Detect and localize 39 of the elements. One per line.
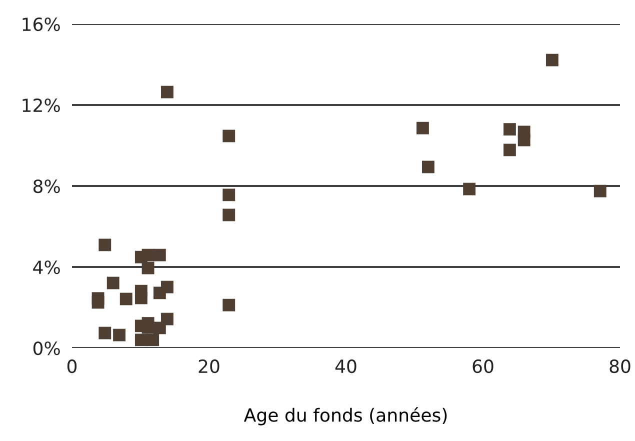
x-tick-label: 80 xyxy=(610,359,630,374)
point xyxy=(594,184,606,198)
point xyxy=(222,130,236,142)
x-tick-label: 40 xyxy=(335,359,356,374)
y-tick-label: 8% xyxy=(33,179,60,194)
point xyxy=(113,328,126,342)
y-tick-label: 4% xyxy=(33,260,60,274)
point xyxy=(518,134,530,146)
point xyxy=(142,262,154,274)
x-tick-label: 20 xyxy=(198,359,220,374)
point xyxy=(463,182,476,196)
point xyxy=(416,122,429,134)
point xyxy=(134,292,148,304)
point xyxy=(161,86,174,98)
point xyxy=(546,54,558,66)
point xyxy=(142,321,154,334)
y-tick-label: 12% xyxy=(22,98,60,112)
point xyxy=(92,296,104,309)
point xyxy=(504,144,516,156)
point xyxy=(142,248,154,262)
x-tick-label: 60 xyxy=(472,359,494,374)
point xyxy=(106,276,120,290)
point xyxy=(120,292,132,306)
point xyxy=(146,334,160,346)
x-tick-label: 0 xyxy=(67,359,77,374)
y-tick-label: 0% xyxy=(33,341,60,356)
point xyxy=(98,238,112,252)
point xyxy=(422,160,434,174)
y-tick-label: 16% xyxy=(22,17,60,32)
point xyxy=(153,322,166,334)
point xyxy=(134,334,148,346)
point xyxy=(153,286,166,300)
point xyxy=(153,248,166,262)
point xyxy=(504,123,516,136)
point xyxy=(98,326,112,340)
point xyxy=(222,298,236,312)
point xyxy=(222,188,236,202)
x-axis-title: Age du fonds (années) xyxy=(244,407,447,426)
point xyxy=(222,208,236,222)
